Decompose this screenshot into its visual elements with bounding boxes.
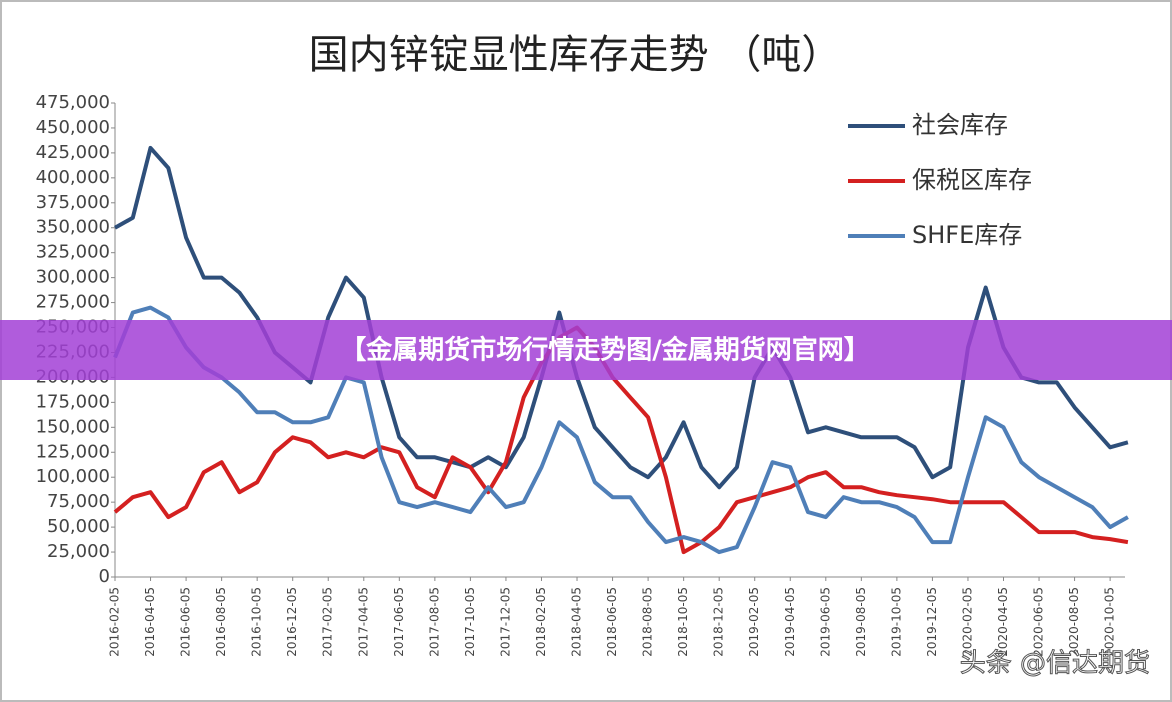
x-tick-label: 2019-10-05 [889, 587, 903, 657]
x-tick-label: 2017-08-05 [427, 587, 441, 657]
y-tick-label: 50,000 [47, 516, 110, 537]
y-tick-label: 75,000 [47, 491, 110, 512]
series-line [113, 305, 1129, 555]
x-tick-label: 2018-04-05 [570, 587, 584, 657]
y-tick-label: 325,000 [36, 242, 110, 263]
x-tick-label: 2020-04-05 [996, 587, 1010, 657]
y-tick-label: 125,000 [36, 441, 110, 462]
chart-title: 国内锌锭显性库存走势 （吨） [309, 32, 842, 78]
y-tick-label: 150,000 [36, 416, 110, 437]
x-tick-label: 2016-12-05 [285, 587, 299, 657]
x-tick-label: 2018-12-05 [712, 587, 726, 657]
legend-label: SHFE库存 [912, 221, 1022, 249]
x-tick-label: 2018-02-05 [534, 587, 548, 657]
x-tick-label: 2018-10-05 [676, 587, 690, 657]
y-tick-label: 175,000 [36, 391, 110, 412]
y-tick-label: 400,000 [36, 167, 110, 188]
x-tick-label: 2017-12-05 [498, 587, 512, 657]
x-tick-label: 2020-10-05 [1103, 587, 1117, 657]
y-tick-label: 450,000 [36, 117, 110, 138]
x-tick-label: 2019-06-05 [818, 587, 832, 657]
x-tick-label: 2016-08-05 [214, 587, 228, 657]
x-tick-label: 2017-06-05 [392, 587, 406, 657]
legend-label: 保税区库存 [912, 166, 1032, 194]
y-tick-label: 475,000 [36, 92, 110, 113]
x-tick-label: 2019-12-05 [925, 587, 939, 657]
x-tick-label: 2020-02-05 [960, 587, 974, 657]
x-tick-label: 2019-04-05 [783, 587, 797, 657]
y-tick-label: 300,000 [36, 267, 110, 288]
y-tick-label: 100,000 [36, 466, 110, 487]
x-tick-label: 2017-02-05 [321, 587, 335, 657]
x-tick-label: 2016-04-05 [143, 587, 157, 657]
legend-label: 社会库存 [912, 111, 1008, 139]
y-tick-label: 25,000 [47, 541, 110, 562]
x-tick-label: 2016-02-05 [108, 587, 122, 657]
x-tick-label: 2017-10-05 [463, 587, 477, 657]
y-tick-label: 350,000 [36, 217, 110, 238]
y-tick-label: 425,000 [36, 142, 110, 163]
x-tick-label: 2020-06-05 [1032, 587, 1046, 657]
x-tick-label: 2016-06-05 [179, 587, 193, 657]
x-tick-label: 2018-08-05 [641, 587, 655, 657]
x-tick-label: 2019-02-05 [747, 587, 761, 657]
banner-band [0, 320, 1172, 380]
x-tick-label: 2019-08-05 [854, 587, 868, 657]
banner-text: 【金属期货市场行情走势图/金属期货网官网】 [340, 335, 870, 366]
y-tick-label: 0 [99, 566, 110, 587]
x-tick-label: 2017-04-05 [356, 587, 370, 657]
watermark: 头条 @信达期货 [960, 649, 1150, 679]
x-tick-label: 2016-10-05 [250, 587, 264, 657]
x-tick-label: 2020-08-05 [1067, 587, 1081, 657]
x-tick-label: 2018-06-05 [605, 587, 619, 657]
y-tick-label: 275,000 [36, 292, 110, 313]
y-tick-label: 375,000 [36, 192, 110, 213]
